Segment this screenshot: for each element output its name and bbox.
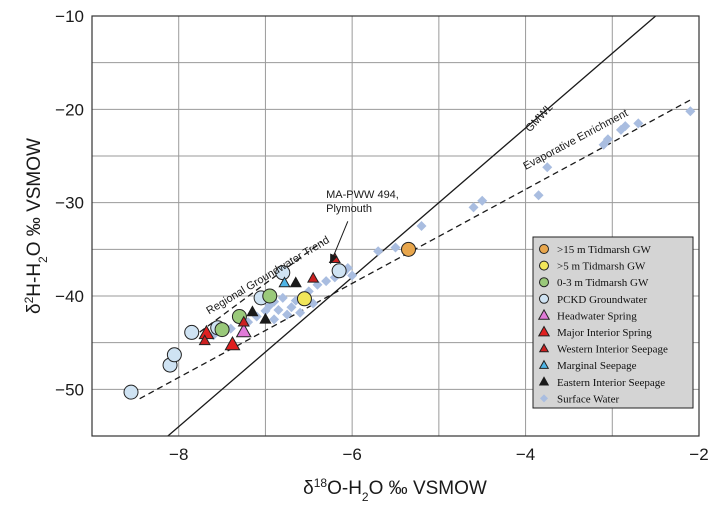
data-point (282, 309, 293, 320)
legend-label: >5 m Tidmarsh GW (557, 261, 646, 273)
data-point (184, 324, 200, 340)
legend-label: Western Interior Seepage (557, 344, 668, 356)
data-point (278, 276, 291, 288)
legend-label: >15 m Tidmarsh GW (557, 244, 652, 256)
data-point (166, 347, 182, 363)
plot-frame (91, 15, 700, 437)
legend-label: 0-3 m Tidmarsh GW (557, 277, 649, 289)
data-point (259, 312, 272, 324)
tick-labels: −8 −6 −4 −2 −10 −20 −30 −40 −50 (55, 7, 709, 464)
data-point (537, 325, 551, 337)
legend-label: Eastern Interior Seepage (557, 377, 665, 389)
data-point (602, 134, 613, 145)
data-point (286, 302, 297, 313)
y-tick-label: −40 (55, 287, 84, 306)
data-point (331, 263, 347, 279)
data-point (539, 260, 549, 271)
y-axis-title: δ2H-H2O ‰ VSMOW (22, 138, 50, 314)
reference-line (191, 241, 323, 339)
data-point (224, 336, 241, 351)
x-tick-label: −8 (169, 445, 188, 464)
x-tick-label: −4 (516, 445, 535, 464)
y-tick-label: −10 (55, 7, 84, 26)
data-point (416, 221, 427, 231)
y-tick-label: −50 (55, 380, 84, 399)
annotation-label: GMWL (523, 101, 555, 134)
data-point (214, 322, 230, 338)
data-point (289, 276, 302, 288)
data-point (262, 288, 278, 304)
data-point (307, 271, 320, 283)
data-point (296, 291, 312, 307)
legend-label: Marginal Seepage (557, 360, 637, 372)
data-point (533, 190, 544, 201)
data-point (538, 343, 550, 353)
data-point (235, 322, 252, 338)
data-point (468, 202, 479, 213)
data-point (538, 359, 550, 369)
data-point (542, 162, 553, 173)
data-point (198, 334, 211, 346)
data-point (347, 270, 358, 281)
data-point (273, 305, 284, 315)
data-point (620, 121, 631, 132)
legend: >15 m Tidmarsh GW >5 m Tidmarsh GW 0-3 m T… (532, 236, 694, 409)
annotation-label: MA-PWW 494, (326, 189, 399, 201)
data-point (373, 246, 384, 257)
data-point (537, 308, 551, 320)
data-point (633, 118, 644, 129)
legend-label: PCKD Groundwater (557, 294, 647, 306)
grid (92, 16, 699, 436)
legend-box (532, 236, 694, 409)
data-point (277, 292, 288, 303)
data-point (237, 315, 250, 327)
x-tick-label: −2 (689, 445, 708, 464)
data-point (246, 305, 259, 317)
data-point (685, 106, 696, 117)
data-point (538, 376, 550, 386)
data-point (477, 195, 488, 206)
data-points (123, 106, 696, 400)
data-point (539, 244, 549, 254)
data-point (123, 384, 139, 400)
legend-label: Major Interior Spring (557, 327, 652, 339)
data-point (539, 293, 549, 304)
data-point (390, 242, 401, 253)
y-tick-label: −30 (55, 194, 84, 213)
legend-label: Headwater Spring (557, 310, 637, 322)
data-point (295, 307, 306, 318)
y-tick-label: −20 (55, 100, 84, 119)
x-tick-label: −6 (342, 445, 361, 464)
data-point (401, 241, 417, 257)
reference-line (166, 16, 657, 436)
annotation-label: Plymouth (326, 203, 372, 215)
x-axis-title: δ18O-H2O ‰ VSMOW (303, 476, 487, 504)
data-point (540, 394, 548, 403)
annotation-arrow (330, 221, 349, 265)
data-point (539, 277, 549, 288)
legend-label: Surface Water (557, 393, 619, 405)
data-point (321, 276, 332, 287)
data-point (269, 314, 280, 325)
